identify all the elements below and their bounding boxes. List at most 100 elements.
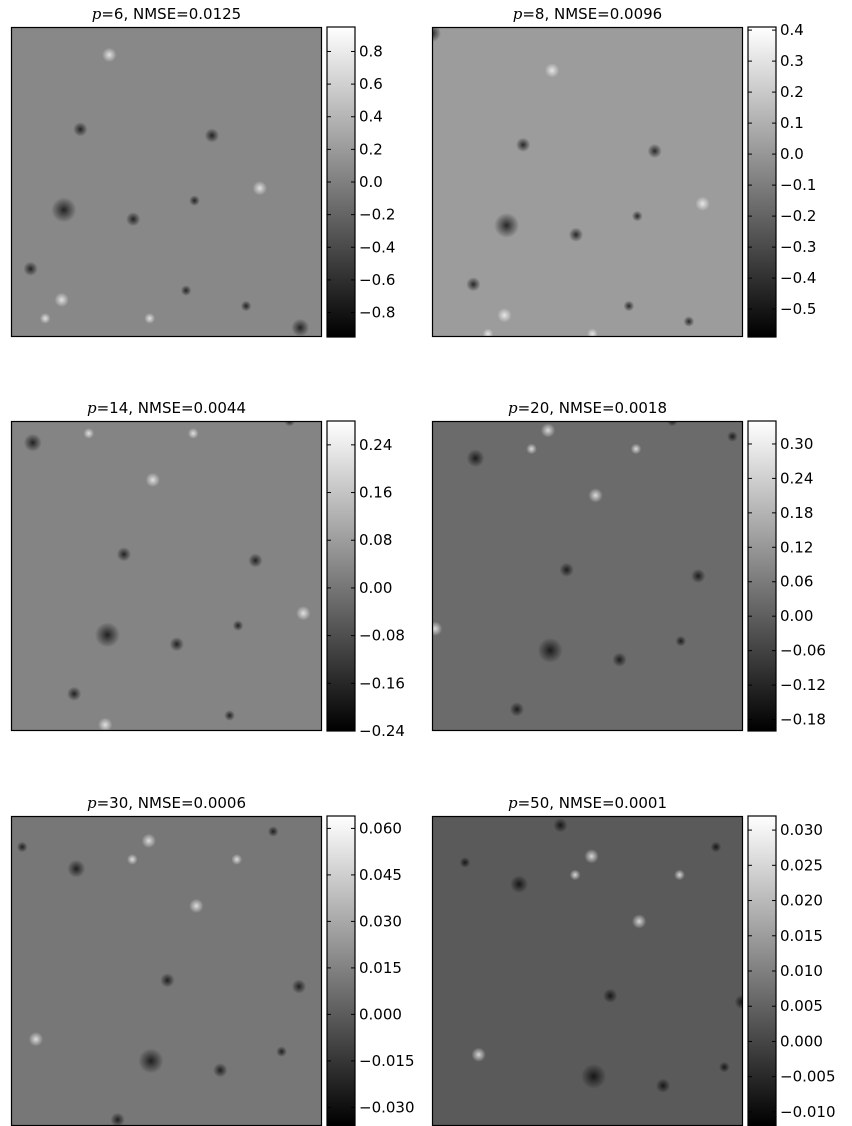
colorbar-tick-label: 0.005 (780, 997, 823, 1015)
panel-6: p=50, NMSE=0.00010.0300.0250.0200.0150.0… (431, 794, 836, 1126)
heatmap-blob (432, 621, 443, 636)
title-text: =8, NMSE=0.0096 (522, 5, 662, 23)
colorbar-tick-label: −0.010 (780, 1103, 836, 1121)
colorbar-tick-label: −0.4 (780, 269, 816, 287)
heatmap-frame (431, 420, 744, 732)
colorbar-tick-label: 0.1 (780, 114, 804, 132)
colorbar-gradient (326, 420, 356, 732)
heatmap-blob (710, 841, 722, 853)
heatmap-blob (432, 27, 441, 43)
heatmap-blob (291, 318, 310, 337)
heatmap-blob (169, 637, 184, 652)
colorbar-tick-label: 0.8 (359, 42, 383, 60)
colorbar-tick-label: 0.0 (780, 145, 804, 163)
colorbar-tick-label: −0.24 (359, 722, 405, 740)
panel-title: p=14, NMSE=0.0044 (87, 399, 246, 417)
heatmap-image (10, 420, 323, 732)
colorbar-gradient (747, 26, 777, 338)
heatmap-blob (718, 1061, 730, 1073)
heatmap-blob (240, 300, 252, 312)
colorbar-tick-label: −0.16 (359, 674, 405, 692)
heatmap-blob (631, 914, 647, 929)
heatmap-blob (623, 300, 635, 312)
heatmap-image (431, 420, 744, 732)
colorbar-gradient (326, 815, 356, 1126)
title-variable: p (513, 5, 523, 23)
heatmap-background (11, 816, 322, 1126)
heatmap-blob (674, 869, 685, 881)
heatmap-blob (138, 1048, 164, 1074)
colorbar-tick-label: −0.2 (780, 207, 816, 225)
panel-title: p=50, NMSE=0.0001 (508, 794, 667, 812)
panel-2: p=8, NMSE=0.0096 0.4 0.3 0.2 0.1 0.0 −0.1 −0.2 −… (431, 5, 816, 338)
heatmap-blob (515, 137, 531, 152)
heatmap-blob (588, 488, 603, 503)
colorbar-tick-label: −0.3 (780, 238, 816, 256)
heatmap-blob (655, 1078, 671, 1093)
colorbar-tick-label: −0.4 (359, 238, 395, 256)
colorbar-tick-label: 0.0 (359, 173, 383, 191)
heatmap-blob (526, 443, 537, 455)
colorbar-tick-label: 0.000 (359, 1005, 402, 1023)
panel-title: p=30, NMSE=0.0006 (87, 794, 246, 812)
heatmap-blob (23, 261, 38, 276)
heatmap-blob (66, 686, 82, 701)
heatmap-blob (631, 210, 643, 222)
heatmap-blob (584, 849, 599, 864)
heatmap-background (432, 27, 743, 337)
colorbar-tick-label: −0.8 (359, 304, 395, 322)
heatmap-blob (141, 833, 156, 848)
panel-1: p=6, NMSE=0.0125 0.8 0.6 0.4 0.2 0.0 −0.2 −0.4 −… (10, 5, 395, 338)
colorbar-tick-label: 0.08 (359, 531, 392, 549)
heatmap-blob (144, 313, 156, 324)
colorbar-tick-label: 0.16 (359, 484, 392, 502)
heatmap-blob (189, 898, 204, 914)
colorbar: 0.030 0.025 0.020 0.015 0.010 0.005 0.000 −0.00… (747, 815, 836, 1126)
title-text: =50, NMSE=0.0001 (518, 794, 667, 812)
heatmap-blob (102, 47, 117, 63)
colorbar-tick-label: 0.2 (780, 83, 804, 101)
heatmap-image (10, 26, 323, 338)
colorbar-tick-label: −0.08 (359, 627, 405, 645)
title-variable: p (87, 399, 97, 417)
heatmap-blob (232, 620, 244, 631)
colorbar: 0.4 0.3 0.2 0.1 0.0 −0.1 −0.2 −0.3 −0.4 −0.5 (747, 21, 816, 338)
heatmap-blob (189, 195, 200, 207)
heatmap-blob (537, 637, 563, 664)
title-variable: p (92, 5, 102, 23)
heatmap-blob (459, 857, 471, 868)
colorbar-gradient (747, 420, 777, 732)
colorbar-tick-label: 0.015 (780, 927, 823, 945)
heatmap-blob (667, 421, 678, 427)
colorbar-tick-label: 0.06 (780, 573, 813, 591)
heatmap-blob (647, 143, 662, 159)
heatmap-background (11, 421, 322, 731)
colorbar-tick-label: −0.12 (780, 676, 826, 694)
heatmap-blob (213, 1063, 228, 1078)
colorbar-tick-label: −0.06 (780, 642, 826, 660)
heatmap-blob (296, 606, 311, 621)
panel-3: p=14, NMSE=0.0044 0.24 0.16 0.08 0.00 −0.08 −0… (10, 399, 405, 740)
panel-5: p=30, NMSE=0.00060.0600.0450.0300.0150.0… (10, 794, 415, 1126)
heatmap-blob (187, 428, 199, 439)
heatmap-blob (180, 285, 192, 296)
title-variable: p (508, 399, 518, 417)
colorbar-tick-label: −0.030 (359, 1098, 415, 1116)
panel-4: p=20, NMSE=0.0018 0.30 0.24 0.18 0.12 0.06 0.0… (431, 399, 826, 732)
heatmap-blob (224, 710, 236, 721)
heatmap-blob (466, 449, 485, 468)
colorbar-tick-label: 0.060 (359, 819, 402, 837)
colorbar-tick-label: 0.010 (780, 962, 823, 980)
heatmap-blob (569, 869, 581, 881)
title-text: =30, NMSE=0.0006 (97, 794, 246, 812)
heatmap-blob (28, 1032, 44, 1047)
colorbar-tick-label: 0.00 (780, 607, 813, 625)
heatmap-blob (691, 568, 706, 584)
heatmap-blob (581, 1063, 607, 1089)
title-text: =6, NMSE=0.0125 (101, 5, 241, 23)
heatmap-image (431, 26, 744, 338)
heatmap-blob (98, 717, 113, 731)
heatmap-blob (248, 553, 263, 568)
colorbar-tick-label: −0.5 (780, 300, 816, 318)
